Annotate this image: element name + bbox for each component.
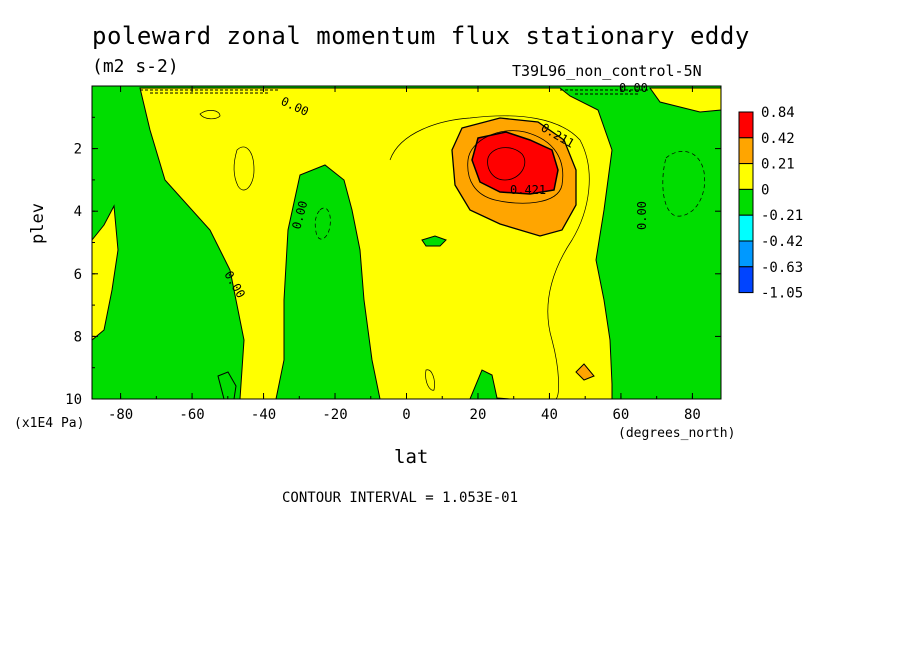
green-island-2 <box>217 371 237 400</box>
x-tick-label: -80 <box>108 407 133 423</box>
colorbar-label: -1.05 <box>761 286 803 302</box>
contour-line-7 <box>199 110 221 120</box>
x-tick-label: 60 <box>613 407 630 423</box>
colorbar-swatch <box>738 214 754 242</box>
chart-units: (m2 s-2) <box>92 56 179 77</box>
top-edge-contours <box>140 89 650 95</box>
colorbar: 0.84 0.42 0.21 0 -0.21 -0.42 -0.63 -1.05 <box>738 105 803 302</box>
y-tick-label: 10 <box>65 392 82 408</box>
experiment-name: T39L96_non_control-5N <box>512 62 702 80</box>
chart-title: poleward zonal momentum flux stationary … <box>92 22 750 50</box>
contour-fill-yellow-3 <box>91 204 119 342</box>
contour-line-6 <box>314 207 331 240</box>
colorbar-swatch <box>738 240 754 268</box>
x-tick-label: 80 <box>684 407 701 423</box>
contour-fill-yellow-2 <box>649 87 722 113</box>
colorbar-swatch <box>738 266 754 294</box>
colorbar-label: 0.21 <box>761 157 795 173</box>
y-axis-unit: (x1E4 Pa) <box>14 416 85 431</box>
colorbar-label: 0 <box>761 182 769 198</box>
x-tick-label: -40 <box>251 407 276 423</box>
x-tick-label: 20 <box>470 407 487 423</box>
colorbar-label: -0.42 <box>761 234 803 250</box>
contour-label-zero-5: 0.00 <box>635 201 649 230</box>
colorbar-swatch <box>738 137 754 165</box>
contour-line-3 <box>389 115 590 400</box>
y-tick-label: 6 <box>74 267 82 283</box>
contour-line-8 <box>425 369 435 391</box>
x-tick-label: -20 <box>322 407 347 423</box>
x-axis-ticks: -80 -60 -40 -20 0 20 40 60 80 <box>108 86 701 423</box>
contour-interval-text: CONTOUR INTERVAL = 1.053E-01 <box>282 490 519 506</box>
y-tick-label: 2 <box>74 142 82 158</box>
contour-line-5 <box>662 151 706 217</box>
y-tick-label: 8 <box>74 329 82 345</box>
x-tick-label: 0 <box>402 407 410 423</box>
x-axis-label: lat <box>394 446 429 468</box>
contour-label-0421: 0.421 <box>510 183 546 197</box>
colorbar-label: -0.21 <box>761 208 803 224</box>
contour-label-zero-2: 0.00 <box>619 81 648 95</box>
colorbar-label: 0.42 <box>761 131 795 147</box>
y-axis-ticks: 2 4 6 8 10 <box>65 116 721 408</box>
colorbar-label: -0.63 <box>761 260 803 276</box>
colorbar-swatch <box>738 111 754 139</box>
contour-line-2 <box>487 147 526 181</box>
x-axis-unit: (degrees_north) <box>618 426 736 441</box>
contour-line-4 <box>233 146 255 191</box>
contour-fill-red <box>471 131 559 195</box>
x-tick-label: 40 <box>541 407 558 423</box>
contour-line-1 <box>467 130 564 204</box>
colorbar-swatch <box>738 188 754 216</box>
green-island-1 <box>421 235 447 247</box>
colorbar-label: 0.84 <box>761 105 795 121</box>
x-tick-label: -60 <box>179 407 204 423</box>
colorbar-swatch <box>738 163 754 190</box>
contour-fill-orange-2 <box>575 363 595 381</box>
y-tick-label: 4 <box>74 204 82 220</box>
